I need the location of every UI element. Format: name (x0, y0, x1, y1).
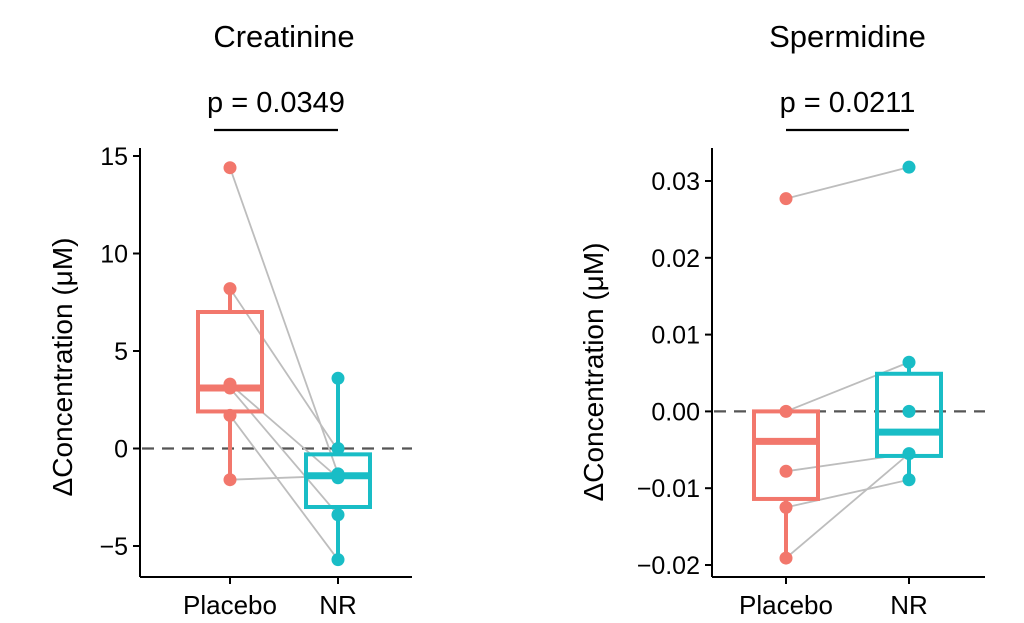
y-tick-label: 0.02 (651, 245, 700, 273)
pvalue-label: p = 0.0349 (207, 87, 345, 119)
data-point (902, 355, 916, 369)
y-tick-label: 15 (100, 143, 128, 171)
box-placebo (196, 310, 264, 414)
y-tick-label: 0.03 (651, 168, 700, 196)
data-point (779, 500, 793, 514)
y-tick-label: 5 (114, 338, 128, 366)
pair-line (785, 166, 910, 200)
pair-line (229, 383, 339, 479)
pair-line (229, 167, 339, 475)
data-point (902, 447, 916, 461)
pair-line (229, 387, 339, 516)
panel-creatinine: Creatinine p = 0.0349 ΔConcentration (μM) 1… (47, 19, 412, 620)
data-point (223, 473, 237, 487)
y-tick-label: 0 (114, 436, 128, 464)
pair-line (785, 452, 910, 559)
chart-title: Spermidine (769, 19, 926, 54)
data-point (331, 442, 345, 455)
data-point (331, 553, 345, 567)
y-tick-label: 10 (100, 241, 128, 269)
data-point (331, 508, 345, 522)
panel-spermidine: Spermidine p = 0.0211 ΔConcentration (μM) 0… (578, 19, 985, 620)
chart-title: Creatinine (213, 19, 354, 54)
data-point (779, 464, 793, 478)
pair-line (229, 414, 339, 561)
x-tick-label: Placebo (739, 590, 833, 620)
y-axis-label: ΔConcentration (μM) (47, 238, 78, 497)
data-point (779, 551, 793, 565)
data-point (331, 371, 345, 385)
pair-line (229, 288, 339, 451)
data-point (223, 282, 237, 296)
data-point (779, 192, 793, 206)
data-point (223, 161, 237, 175)
x-tick-label: NR (890, 590, 928, 620)
pair-line (785, 361, 910, 413)
x-tick-label: Placebo (183, 590, 277, 620)
y-tick-label: −0.02 (637, 552, 700, 580)
data-point (331, 471, 345, 485)
pvalue-label: p = 0.0211 (780, 87, 916, 119)
data-point (779, 404, 793, 418)
pair-line (785, 478, 910, 509)
data-point (902, 404, 916, 418)
x-tick-label: NR (319, 590, 357, 620)
data-point (902, 160, 916, 174)
data-point (223, 408, 237, 422)
data-point (223, 381, 237, 395)
data-point (902, 473, 916, 487)
box-placebo (752, 409, 820, 501)
y-tick-label: 0.00 (651, 398, 700, 426)
y-axis-label: ΔConcentration (μM) (578, 243, 609, 502)
y-tick-label: 0.01 (651, 322, 700, 350)
y-tick-label: −0.01 (637, 475, 700, 503)
y-tick-label: −5 (99, 533, 128, 561)
